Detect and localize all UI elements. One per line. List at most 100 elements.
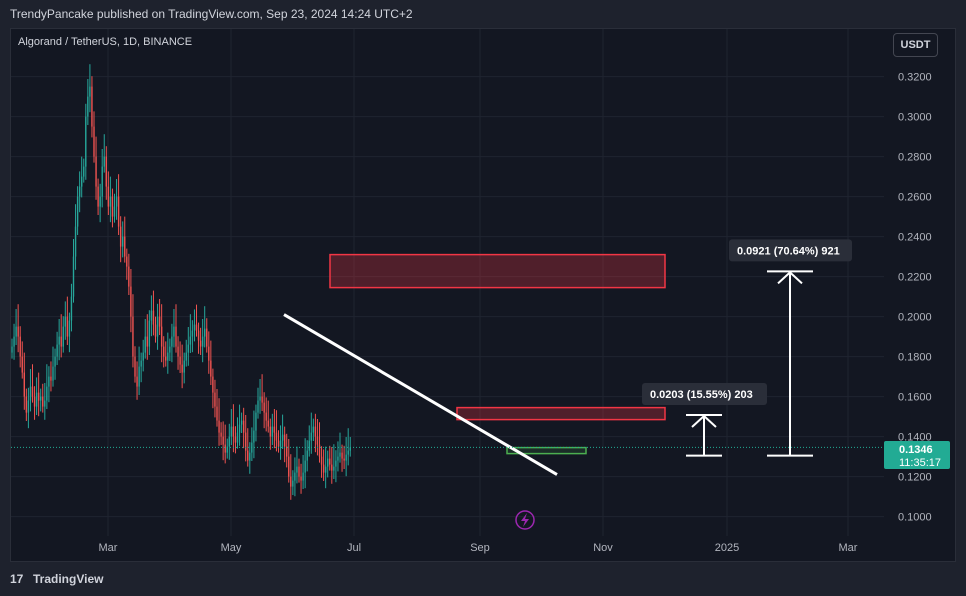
candle [240, 412, 243, 433]
current-price-value: 0.1346 [899, 444, 933, 456]
candle [302, 455, 304, 489]
publish-header: TrendyPancake published on TradingView.c… [0, 0, 966, 28]
y-tick-label: 0.3200 [898, 72, 932, 84]
candle [142, 339, 144, 372]
candle [238, 404, 241, 446]
y-tick-label: 0.1000 [898, 512, 932, 524]
candle [163, 336, 165, 368]
candle [322, 449, 325, 481]
y-tick-label: 0.1600 [898, 392, 932, 404]
candle [181, 344, 183, 389]
candle [87, 79, 89, 125]
candle [42, 383, 44, 413]
candle [210, 340, 212, 385]
candle [23, 352, 25, 410]
candle [177, 336, 179, 370]
x-tick-label: Sep [470, 542, 490, 554]
candle [271, 413, 274, 445]
candle [245, 415, 247, 462]
candle [111, 188, 114, 228]
y-tick-label: 0.2000 [898, 312, 932, 324]
candle [308, 425, 310, 457]
candle [269, 418, 271, 450]
candle [292, 470, 294, 495]
candle [224, 424, 226, 464]
y-tick-label: 0.2400 [898, 232, 932, 244]
current-price-tag: 0.1346 11:35:17 [884, 441, 950, 469]
candle [286, 433, 288, 468]
candle [117, 174, 120, 235]
candle [76, 186, 79, 235]
candle [29, 369, 32, 412]
candle [167, 332, 169, 374]
candle [259, 379, 261, 414]
candle [197, 322, 200, 354]
measure-label: 0.0203 (15.55%) 203 [650, 389, 753, 401]
x-tick-label: 2025 [715, 542, 739, 554]
y-tick-label: 0.1200 [898, 472, 932, 484]
candle [296, 446, 298, 484]
candle [275, 410, 278, 452]
candle [140, 352, 142, 383]
candle [347, 428, 349, 466]
candle [107, 171, 110, 215]
candle [329, 445, 331, 471]
candle [257, 387, 259, 419]
candle [105, 146, 107, 200]
measure-label: 0.0921 (70.64%) 921 [737, 245, 840, 257]
x-tick-label: May [221, 542, 242, 554]
candle [40, 388, 42, 412]
candle [91, 76, 93, 138]
candle [54, 348, 56, 380]
candle [50, 361, 52, 392]
candle [187, 327, 189, 366]
candle [185, 339, 187, 367]
lightning-icon[interactable] [515, 510, 535, 530]
trendline [283, 313, 558, 476]
candle [228, 423, 230, 460]
candle [253, 410, 255, 459]
candle [279, 425, 282, 460]
candle [169, 338, 171, 361]
candle [37, 372, 40, 417]
candle [152, 290, 155, 336]
candle [218, 398, 220, 446]
y-tick-label: 0.2200 [898, 272, 932, 284]
candle [130, 269, 132, 333]
candle [11, 338, 13, 359]
grid-lines [11, 29, 884, 536]
candle [214, 379, 216, 418]
candle [226, 438, 228, 459]
candle [99, 183, 101, 223]
candle [136, 361, 138, 400]
candle [138, 346, 140, 395]
candle [132, 294, 134, 368]
candle [277, 430, 280, 453]
candle [212, 368, 214, 409]
candle [31, 364, 34, 403]
candle [337, 441, 339, 472]
candle [191, 320, 194, 353]
candle [128, 253, 130, 295]
candle [66, 296, 69, 345]
candle [89, 64, 91, 113]
candle [25, 388, 28, 421]
candle [13, 323, 15, 360]
x-tick-label: Mar [839, 542, 858, 554]
footer-brand: TradingView [33, 572, 104, 586]
y-tick-label: 0.1400 [898, 432, 932, 444]
candle [193, 309, 196, 342]
candle [283, 426, 286, 463]
candle [294, 457, 296, 497]
candle [220, 422, 222, 445]
candle [327, 450, 329, 478]
candle [165, 341, 167, 367]
candle [19, 326, 21, 368]
candle [68, 312, 71, 353]
currency-button[interactable]: USDT [893, 33, 938, 57]
candle [265, 397, 267, 432]
resistance-zone [456, 406, 666, 421]
y-axis: 0.3200 0.3000 0.2800 0.2600 0.2400 0.2200 0.20… [898, 72, 932, 524]
footer: 17 TradingView [0, 562, 966, 596]
